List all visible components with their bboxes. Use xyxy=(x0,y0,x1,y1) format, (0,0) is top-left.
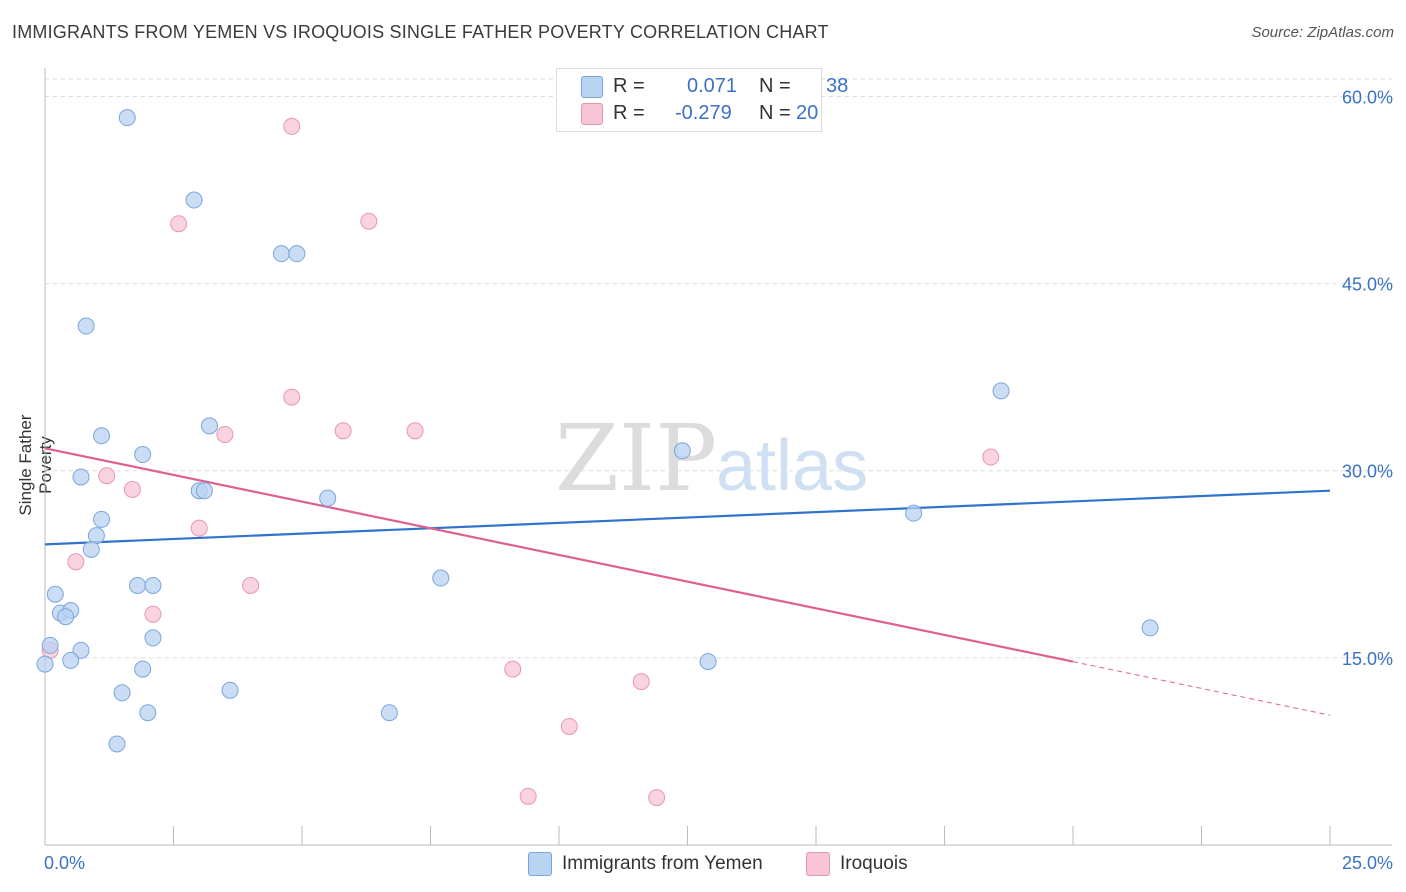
grid-lines xyxy=(45,78,1392,659)
data-point-yemen xyxy=(319,489,337,507)
trend-line-yemen xyxy=(44,489,1331,546)
data-point-iroquois xyxy=(98,467,116,485)
data-point-yemen xyxy=(46,585,64,603)
data-point-yemen xyxy=(185,191,203,209)
data-point-yemen xyxy=(77,317,95,335)
legend-swatch-yemen xyxy=(528,852,552,876)
y-tick-label: 30.0% xyxy=(1342,462,1393,482)
data-point-yemen xyxy=(195,482,213,500)
r-value-iroquois: -0.279 xyxy=(675,101,732,124)
data-point-yemen xyxy=(134,446,152,464)
data-point-iroquois xyxy=(560,717,578,735)
data-point-yemen xyxy=(1141,619,1159,637)
data-point-iroquois xyxy=(283,117,301,135)
legend-swatch-iroquois xyxy=(581,103,603,125)
r-label: R = xyxy=(613,74,645,97)
legend-swatch-yemen xyxy=(581,76,603,98)
trend-line-iroquois-extension xyxy=(1072,661,1331,716)
data-point-yemen xyxy=(432,569,450,587)
n-value-iroquois: 20 xyxy=(796,101,819,124)
source-label: Source: ZipAtlas.com xyxy=(1251,24,1394,41)
legend-item-yemen: Immigrants from Yemen xyxy=(528,852,763,876)
data-point-iroquois xyxy=(216,426,234,444)
r-label: R = xyxy=(613,101,645,124)
data-point-yemen xyxy=(288,245,306,263)
data-point-iroquois xyxy=(123,480,141,498)
axes xyxy=(44,68,1392,846)
legend-label-iroquois: Iroquois xyxy=(840,853,908,874)
data-point-yemen xyxy=(200,417,218,435)
data-point-iroquois xyxy=(170,215,188,233)
data-point-iroquois xyxy=(67,553,85,571)
chart-title: IMMIGRANTS FROM YEMEN VS IROQUOIS SINGLE… xyxy=(12,22,829,42)
data-point-yemen xyxy=(272,245,290,263)
data-point-iroquois xyxy=(283,388,301,406)
legend-swatch-iroquois xyxy=(806,852,830,876)
data-point-yemen xyxy=(144,629,162,647)
data-point-iroquois xyxy=(982,448,1000,466)
trend-line-iroquois xyxy=(44,447,1074,663)
watermark-atlas: atlas xyxy=(716,426,868,506)
y-tick-label: 15.0% xyxy=(1342,649,1393,669)
data-point-iroquois xyxy=(190,519,208,537)
data-point-iroquois xyxy=(648,789,666,807)
data-point-yemen xyxy=(118,109,136,127)
data-point-yemen xyxy=(72,641,90,659)
data-point-yemen xyxy=(992,382,1010,400)
x-tick-label: 0.0% xyxy=(44,853,85,873)
data-point-yemen xyxy=(144,577,162,595)
data-points xyxy=(36,109,1159,807)
data-point-iroquois xyxy=(406,422,424,440)
trend-lines xyxy=(44,447,1331,716)
n-value-yemen: 38 xyxy=(826,74,849,97)
data-point-yemen xyxy=(93,427,111,445)
data-point-iroquois xyxy=(519,787,537,805)
data-point-yemen xyxy=(905,504,923,522)
data-point-yemen xyxy=(41,636,59,654)
data-point-iroquois xyxy=(242,577,260,595)
data-point-iroquois xyxy=(334,422,352,440)
data-point-iroquois xyxy=(632,673,650,691)
data-point-yemen xyxy=(93,510,111,528)
x-tick-label: 25.0% xyxy=(1342,853,1393,873)
data-point-yemen xyxy=(108,735,126,753)
data-point-iroquois xyxy=(360,212,378,230)
watermark-zip: ZIP xyxy=(555,405,717,512)
data-point-yemen xyxy=(36,655,54,673)
data-point-yemen xyxy=(72,468,90,486)
data-point-yemen xyxy=(82,540,100,558)
y-tick-label: 45.0% xyxy=(1342,275,1393,295)
data-point-iroquois xyxy=(144,605,162,623)
y-tick-label: 60.0% xyxy=(1342,87,1393,107)
r-value-yemen: 0.071 xyxy=(687,74,738,97)
data-point-yemen xyxy=(673,442,691,460)
data-point-yemen xyxy=(699,653,717,671)
data-point-yemen xyxy=(57,608,75,626)
data-point-yemen xyxy=(139,704,157,722)
data-point-yemen xyxy=(380,704,398,722)
legend-item-iroquois: Iroquois xyxy=(806,852,908,876)
data-point-yemen xyxy=(221,681,239,699)
legend-label-yemen: Immigrants from Yemen xyxy=(562,853,763,874)
data-point-yemen xyxy=(129,577,147,595)
data-point-iroquois xyxy=(504,660,522,678)
data-point-yemen xyxy=(113,684,131,702)
tick-labels: 15.0% 30.0% 45.0% 60.0% 0.0% 25.0% xyxy=(44,87,1393,873)
n-label: N = xyxy=(759,74,791,97)
correlation-legend: R = 0.071 N = 38 R = -0.279 N = 20 xyxy=(556,68,848,132)
data-point-yemen xyxy=(134,660,152,678)
data-point-yemen xyxy=(62,651,80,669)
n-label: N = xyxy=(759,101,791,124)
